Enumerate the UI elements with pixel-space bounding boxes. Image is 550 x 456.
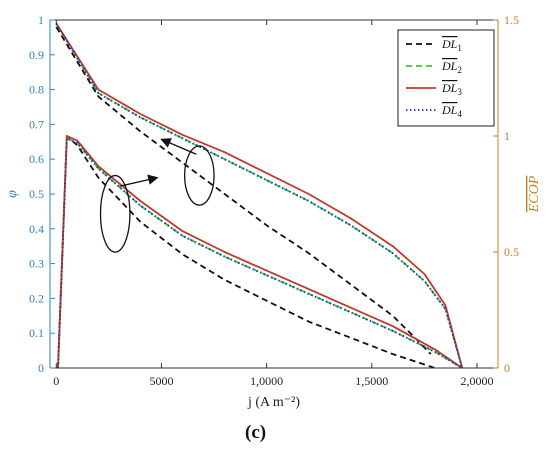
annotation-arrow	[160, 138, 197, 155]
series-layer	[55, 22, 464, 369]
legend-label-dl2: DL2	[441, 59, 462, 75]
right-axis-label: ECOP	[527, 175, 542, 213]
annotation-ellipse	[183, 145, 215, 206]
left-tick-label: 0.8	[29, 83, 44, 97]
left-tick-label: 0.6	[29, 152, 44, 166]
x-tick-label: 0	[53, 374, 59, 388]
left-tick-label: 0.3	[29, 257, 44, 271]
legend: DL1 DL2 DL3 DL4	[397, 29, 495, 127]
series-line-ecop-dl4	[57, 137, 463, 369]
series-line-phi-dl1	[55, 26, 432, 355]
series-line-ecop-dl3	[57, 135, 463, 369]
left-axis-label: φ	[5, 190, 20, 198]
x-tick-label: 5000	[149, 374, 173, 388]
x-tick-label: 1,5000	[355, 374, 388, 388]
right-tick-label: 0	[504, 361, 510, 375]
right-tick-label: 1	[504, 129, 510, 143]
annotation-arrow	[119, 174, 159, 187]
axes-layer: 0 0.1 0.2 0.3 0.4 0.5 0.6 0.7 0.8 0.9 1 0 0.5 1 1.5 0 50…	[5, 13, 542, 410]
series-line-ecop-dl1	[57, 135, 436, 369]
x-tick-label: 1,0000	[250, 374, 283, 388]
legend-label-dl3: DL3	[441, 81, 462, 97]
annotation-ellipse	[99, 174, 131, 253]
right-tick-label: 1.5	[504, 13, 519, 27]
left-tick-label: 0.9	[29, 48, 44, 62]
legend-label-dl4: DL4	[441, 103, 462, 119]
left-tick-label: 0.2	[29, 291, 44, 305]
x-tick-label: 2,0000	[460, 374, 493, 388]
left-tick-label: 0.4	[29, 222, 44, 236]
left-tick-label: 0.1	[29, 326, 44, 340]
left-tick-label: 1	[38, 13, 44, 27]
x-axis-label: j (A m⁻²)	[247, 395, 300, 410]
series-line-phi-dl3	[55, 23, 464, 369]
left-tick-label: 0.7	[29, 117, 44, 131]
legend-label-dl1: DL1	[441, 37, 462, 53]
panel-label: (c)	[245, 422, 267, 443]
series-line-phi-dl4	[55, 22, 464, 369]
annotations-layer	[99, 138, 215, 253]
right-tick-label: 0.5	[504, 245, 519, 259]
left-tick-label: 0.5	[29, 187, 44, 201]
left-tick-label: 0	[38, 361, 44, 375]
